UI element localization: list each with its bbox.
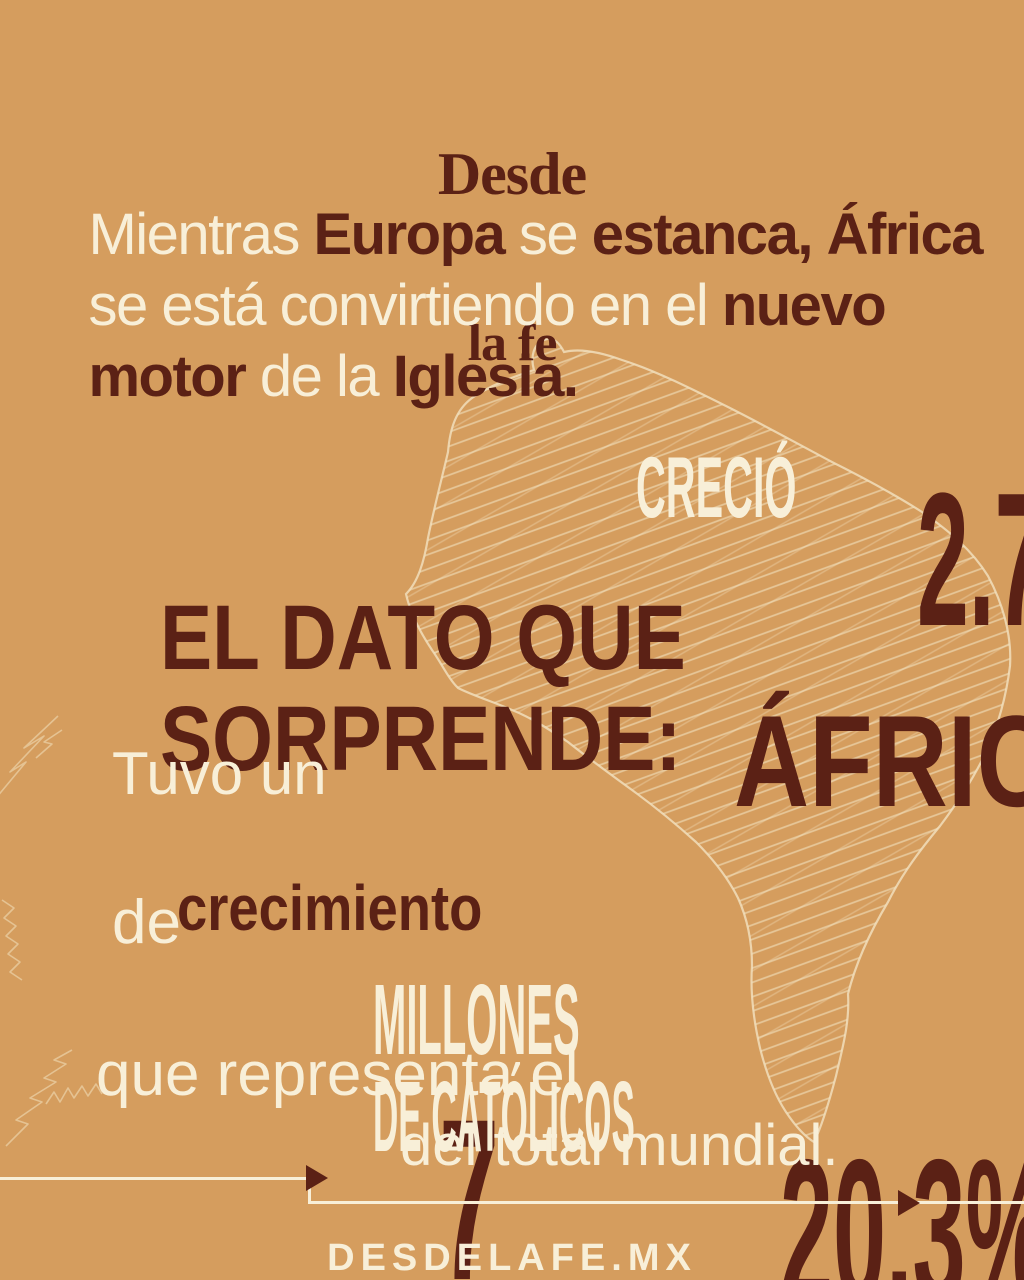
share-value-wrap: 20.3% <box>552 924 1024 1280</box>
arrow-right-icon <box>306 1165 328 1191</box>
headline-line2: se está convirtiendo en el nuevo <box>30 219 887 393</box>
fact-highlight: ÁFRICA <box>734 688 1024 834</box>
growth-connector: de <box>112 888 181 957</box>
growth-intro: Tuvo un <box>112 740 327 807</box>
headline-segment: África <box>826 202 984 267</box>
headline-segment: nuevo <box>721 273 887 338</box>
headline-segment: estanca <box>591 202 799 267</box>
headline-line1: Mientras Europa se estanca, África <box>30 148 984 322</box>
headline-segment: se está convirtiendo en el <box>88 273 722 338</box>
headline-segment: de la <box>245 344 393 409</box>
footer-line-left <box>0 1177 306 1180</box>
arrow-right-icon <box>898 1190 920 1216</box>
logo-line1: Desde <box>437 141 587 207</box>
headline-segment: motor <box>88 344 246 409</box>
headline-segment: , <box>797 202 827 267</box>
headline-line3: motor de la Iglesia. <box>30 290 578 464</box>
headline-segment: Mientras <box>88 202 314 267</box>
footer-site: DESDELAFE.MX <box>327 1237 697 1279</box>
headline-segment: Europa <box>313 202 505 267</box>
share-suffix: del total mundial. <box>400 1113 839 1178</box>
headline-segment: se <box>504 202 592 267</box>
footer-line-right <box>308 1201 1024 1204</box>
share-intro: que representa el <box>96 1040 579 1109</box>
